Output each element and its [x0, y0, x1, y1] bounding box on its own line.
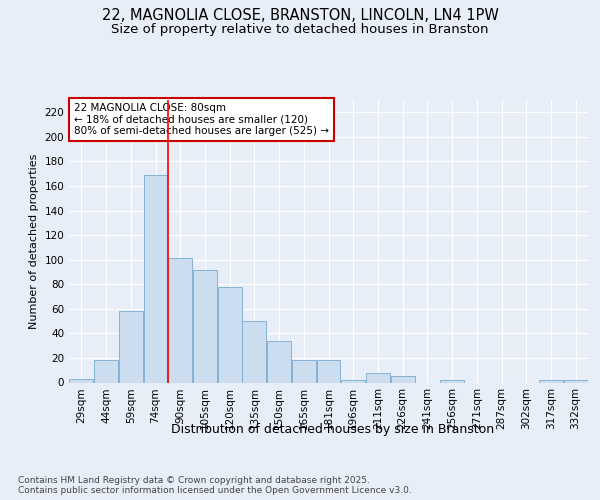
Y-axis label: Number of detached properties: Number of detached properties	[29, 154, 39, 329]
Bar	[366, 372, 390, 382]
Bar	[317, 360, 340, 382]
Bar	[94, 360, 118, 382]
Text: Size of property relative to detached houses in Branston: Size of property relative to detached ho…	[111, 22, 489, 36]
Bar	[391, 376, 415, 382]
Bar	[341, 380, 365, 382]
Bar	[292, 360, 316, 382]
Bar	[168, 258, 192, 382]
Text: 22, MAGNOLIA CLOSE, BRANSTON, LINCOLN, LN4 1PW: 22, MAGNOLIA CLOSE, BRANSTON, LINCOLN, L…	[101, 8, 499, 22]
Bar	[267, 340, 291, 382]
Bar	[218, 286, 242, 382]
Bar	[242, 321, 266, 382]
Text: 22 MAGNOLIA CLOSE: 80sqm
← 18% of detached houses are smaller (120)
80% of semi-: 22 MAGNOLIA CLOSE: 80sqm ← 18% of detach…	[74, 103, 329, 136]
Bar	[119, 312, 143, 382]
Bar	[440, 380, 464, 382]
Bar	[193, 270, 217, 382]
Text: Distribution of detached houses by size in Branston: Distribution of detached houses by size …	[172, 422, 494, 436]
Bar	[563, 380, 587, 382]
Bar	[143, 175, 167, 382]
Bar	[70, 379, 94, 382]
Text: Contains HM Land Registry data © Crown copyright and database right 2025.
Contai: Contains HM Land Registry data © Crown c…	[18, 476, 412, 495]
Bar	[539, 380, 563, 382]
